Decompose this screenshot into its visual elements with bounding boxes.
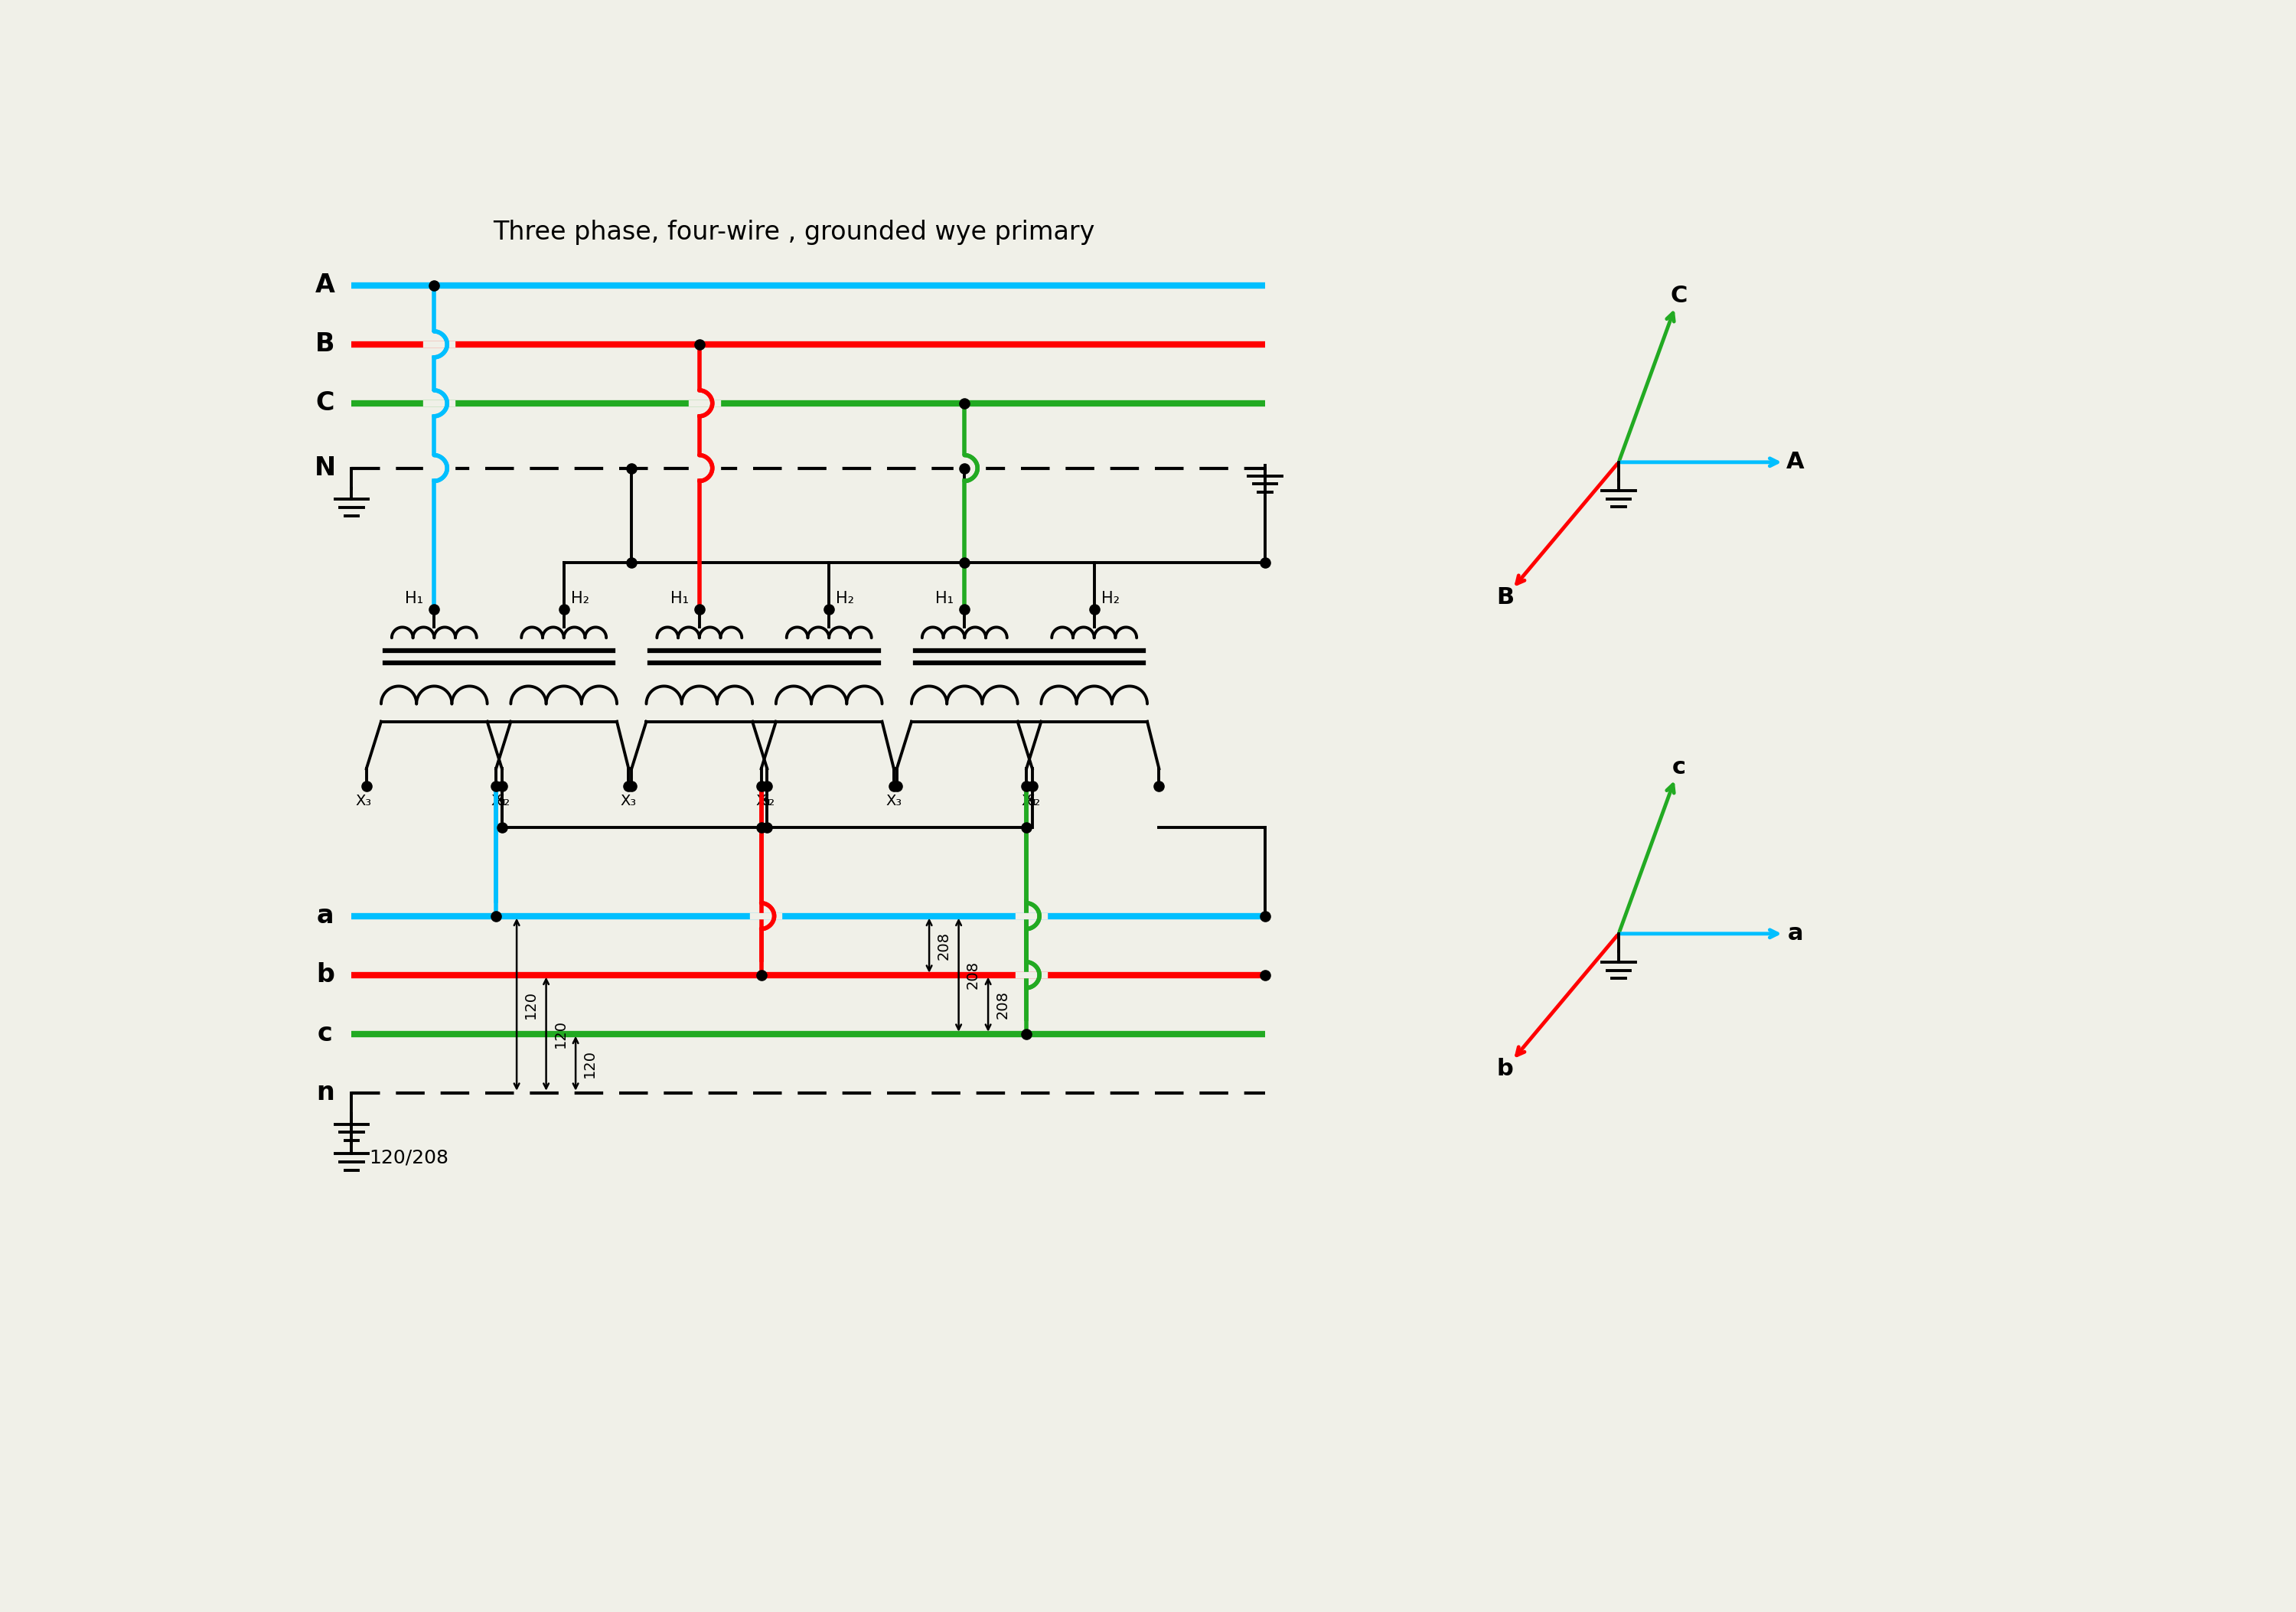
Text: b: b — [317, 962, 335, 988]
Text: 208: 208 — [967, 961, 980, 990]
Point — [611, 774, 647, 800]
Text: 208: 208 — [937, 932, 951, 959]
Text: 120: 120 — [523, 990, 537, 1019]
Text: H₁: H₁ — [934, 592, 953, 606]
Point — [478, 903, 514, 929]
Point — [682, 596, 719, 622]
Text: c: c — [317, 1022, 333, 1046]
Text: H₂: H₂ — [836, 592, 854, 606]
Text: N: N — [315, 456, 335, 480]
Text: 208: 208 — [994, 990, 1010, 1019]
Text: n: n — [317, 1080, 335, 1106]
Point — [1247, 962, 1283, 988]
Text: X₁: X₁ — [491, 793, 507, 808]
Text: 120/208: 120/208 — [370, 1148, 450, 1167]
Text: A: A — [315, 272, 335, 298]
Point — [1008, 814, 1045, 840]
Point — [748, 774, 785, 800]
Point — [810, 596, 847, 622]
Point — [1077, 596, 1114, 622]
Text: X₃: X₃ — [886, 793, 902, 808]
Point — [946, 550, 983, 575]
Text: c: c — [1671, 756, 1685, 779]
Point — [1015, 774, 1052, 800]
Text: B: B — [1497, 587, 1513, 609]
Text: Three phase, four-wire , grounded wye primary: Three phase, four-wire , grounded wye pr… — [494, 219, 1095, 245]
Point — [478, 774, 514, 800]
Text: H₂: H₂ — [1102, 592, 1120, 606]
Text: H₁: H₁ — [404, 592, 422, 606]
Point — [1008, 1020, 1045, 1046]
Point — [416, 272, 452, 298]
Point — [484, 774, 521, 800]
Text: C: C — [317, 390, 335, 416]
Text: X₃: X₃ — [620, 793, 636, 808]
Text: X₂: X₂ — [760, 793, 776, 808]
Point — [744, 774, 781, 800]
Text: H₁: H₁ — [670, 592, 689, 606]
Point — [744, 814, 781, 840]
Point — [416, 596, 452, 622]
Text: A: A — [1786, 451, 1805, 474]
Point — [1008, 774, 1045, 800]
Text: B: B — [315, 332, 335, 356]
Point — [946, 455, 983, 480]
Point — [546, 596, 583, 622]
Point — [946, 596, 983, 622]
Point — [349, 774, 386, 800]
Text: X₁: X₁ — [1022, 793, 1038, 808]
Text: H₂: H₂ — [572, 592, 590, 606]
Text: X₂: X₂ — [1024, 793, 1040, 808]
Point — [484, 814, 521, 840]
Point — [613, 774, 650, 800]
Point — [1247, 903, 1283, 929]
Point — [1141, 774, 1178, 800]
Text: X₂: X₂ — [494, 793, 510, 808]
Point — [879, 774, 916, 800]
Text: 120: 120 — [583, 1049, 597, 1077]
Point — [682, 332, 719, 358]
Text: b: b — [1497, 1057, 1513, 1080]
Text: 120: 120 — [553, 1020, 567, 1048]
Text: X₃: X₃ — [356, 793, 372, 808]
Point — [875, 774, 912, 800]
Text: a: a — [317, 903, 333, 929]
Text: C: C — [1671, 285, 1688, 308]
Text: a: a — [1789, 922, 1802, 945]
Point — [613, 550, 650, 575]
Text: X₁: X₁ — [755, 793, 771, 808]
Point — [946, 390, 983, 416]
Point — [744, 962, 781, 988]
Point — [1247, 550, 1283, 575]
Point — [748, 814, 785, 840]
Point — [613, 455, 650, 480]
